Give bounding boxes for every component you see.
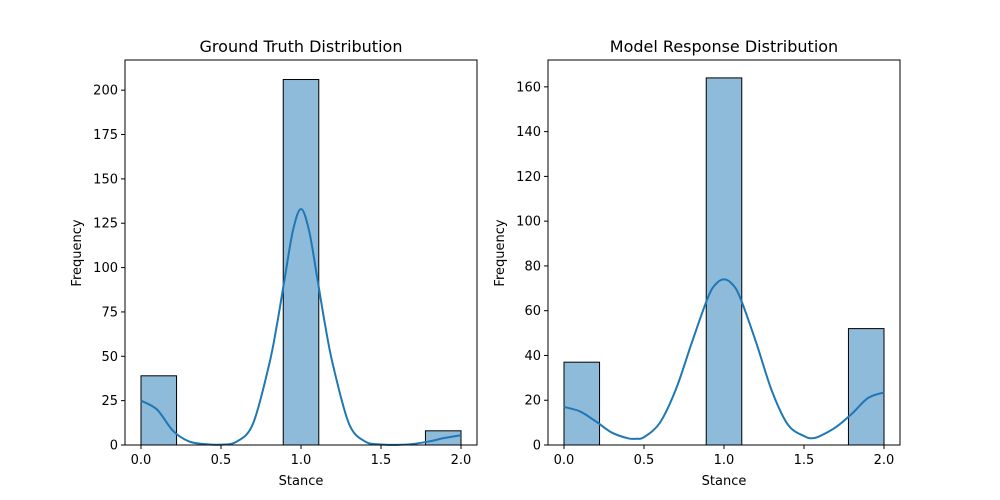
histogram-bar	[705, 77, 743, 446]
plot-area	[140, 79, 462, 446]
y-tick-label: 200	[93, 84, 118, 99]
x-tick-label: 1.0	[291, 453, 312, 468]
y-tick-label: 160	[516, 80, 541, 95]
chart-title: Ground Truth Distribution	[200, 37, 403, 56]
x-tick-label: 0.5	[634, 453, 655, 468]
x-axis-label: Stance	[279, 474, 324, 489]
x-tick-label: 2.0	[451, 453, 472, 468]
panel-ground-truth: Ground Truth Distribution Stance Frequen…	[70, 37, 478, 489]
axis-ticks: 0.0 0.5 1.0 1.5 2.0 0 20 40 60 80 100 120 140 160	[516, 80, 894, 468]
x-tick-label: 1.5	[371, 453, 392, 468]
x-tick-label: 1.5	[794, 453, 815, 468]
axis-ticks: 0.0 0.5 1.0 1.5 2.0 0 25 50 75 100 125 150 175 200	[93, 84, 471, 468]
y-tick-label: 25	[101, 394, 118, 409]
y-axis-label: Frequency	[70, 219, 85, 286]
histogram-bar	[282, 79, 320, 446]
y-tick-label: 20	[524, 394, 541, 409]
chart-title: Model Response Distribution	[610, 37, 838, 56]
y-axis-label: Frequency	[493, 219, 508, 286]
y-tick-label: 0	[533, 439, 541, 454]
x-tick-label: 0.0	[554, 453, 575, 468]
y-tick-label: 150	[93, 172, 118, 187]
y-tick-label: 120	[516, 170, 541, 185]
y-tick-label: 80	[524, 259, 541, 274]
x-axis-label: Stance	[702, 474, 747, 489]
y-tick-label: 125	[93, 217, 118, 232]
y-tick-label: 50	[101, 350, 118, 365]
x-tick-label: 0.0	[131, 453, 152, 468]
y-tick-label: 175	[93, 128, 118, 143]
y-tick-label: 75	[101, 305, 118, 320]
y-tick-label: 100	[93, 261, 118, 276]
panel-model-response: Model Response Distribution Stance Frequ…	[493, 37, 901, 489]
histogram-bar	[563, 361, 601, 446]
y-tick-label: 0	[110, 439, 118, 454]
y-tick-label: 40	[524, 349, 541, 364]
x-tick-label: 0.5	[211, 453, 232, 468]
y-tick-label: 60	[524, 304, 541, 319]
x-tick-label: 1.0	[714, 453, 735, 468]
x-tick-label: 2.0	[874, 453, 895, 468]
y-tick-label: 100	[516, 215, 541, 230]
y-tick-label: 140	[516, 125, 541, 140]
histogram-bar	[847, 328, 885, 446]
kde-line	[563, 278, 885, 440]
plot-area	[563, 77, 885, 446]
